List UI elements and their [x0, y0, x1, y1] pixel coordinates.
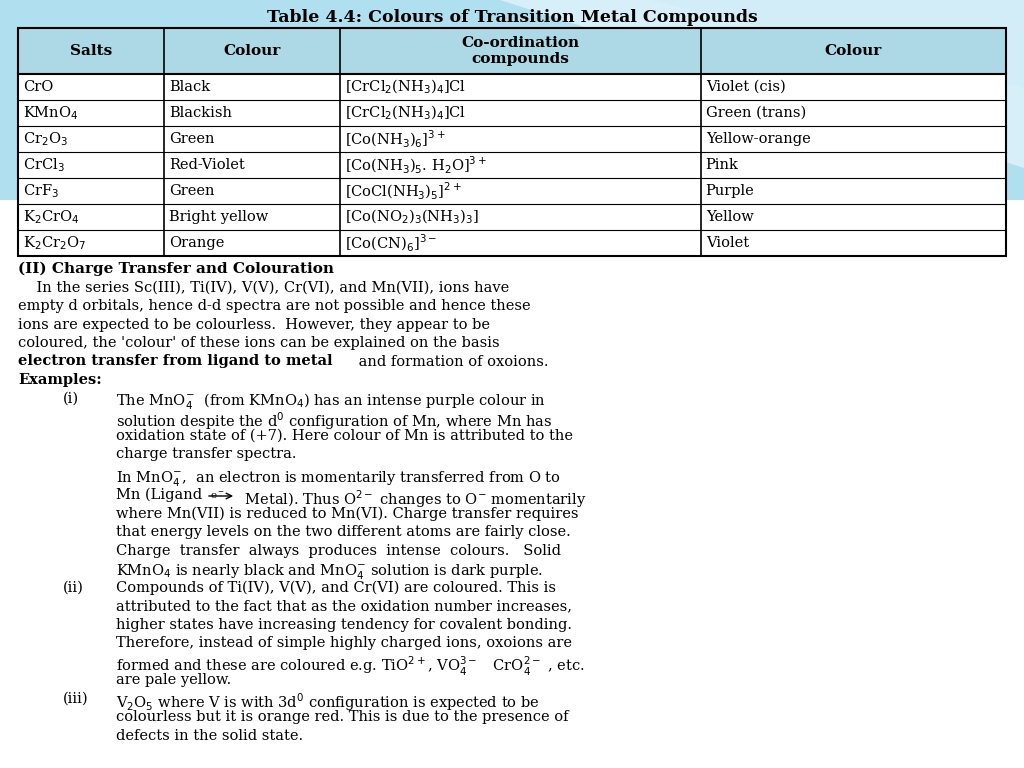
Text: V$_2$O$_5$ where V is with 3d$^0$ configuration is expected to be: V$_2$O$_5$ where V is with 3d$^0$ config…: [116, 691, 540, 713]
Text: Mn (Ligand: Mn (Ligand: [116, 488, 202, 502]
Text: Bright yellow: Bright yellow: [169, 210, 268, 224]
Text: Colour: Colour: [824, 44, 882, 58]
Text: Colour: Colour: [223, 44, 281, 58]
Text: are pale yellow.: are pale yellow.: [116, 673, 231, 687]
Bar: [0, 200, 1024, 768]
Polygon shape: [350, 0, 1024, 88]
Text: CrO: CrO: [23, 80, 53, 94]
Text: (ii): (ii): [63, 581, 84, 594]
Text: [CrCl$_2$(NH$_3$)$_4$]Cl: [CrCl$_2$(NH$_3$)$_4$]Cl: [345, 78, 466, 96]
Text: coloured, the 'colour' of these ions can be explained on the basis: coloured, the 'colour' of these ions can…: [18, 336, 500, 350]
Bar: [18, 204, 1006, 230]
Bar: [18, 178, 1006, 204]
Bar: [18, 230, 1006, 256]
Text: Metal). Thus O$^{2-}$ changes to O$^{-}$ momentarily: Metal). Thus O$^{2-}$ changes to O$^{-}$…: [240, 488, 587, 510]
Text: where Mn(VII) is reduced to Mn(VI). Charge transfer requires: where Mn(VII) is reduced to Mn(VI). Char…: [116, 507, 579, 521]
Text: (i): (i): [63, 392, 79, 406]
Text: electron transfer from ligand to metal: electron transfer from ligand to metal: [18, 355, 333, 369]
Text: Compounds of Ti(IV), V(V), and Cr(VI) are coloured. This is: Compounds of Ti(IV), V(V), and Cr(VI) ar…: [116, 581, 556, 595]
Text: Table 4.4: Colours of Transition Metal Compounds: Table 4.4: Colours of Transition Metal C…: [266, 9, 758, 26]
Text: (iii): (iii): [63, 691, 89, 706]
Text: Pink: Pink: [706, 158, 738, 172]
Text: [Co(NH$_3$)$_5$. H$_2$O]$^{3+}$: [Co(NH$_3$)$_5$. H$_2$O]$^{3+}$: [345, 154, 487, 176]
Text: CrF$_3$: CrF$_3$: [23, 182, 59, 200]
Text: Purple: Purple: [706, 184, 755, 198]
Text: Blackish: Blackish: [169, 106, 232, 120]
Text: KMnO$_4$ is nearly black and MnO$_4^{-}$ solution is dark purple.: KMnO$_4$ is nearly black and MnO$_4^{-}$…: [116, 562, 543, 581]
Text: ions are expected to be colourless.  However, they appear to be: ions are expected to be colourless. Howe…: [18, 317, 490, 332]
Text: K$_2$Cr$_2$O$_7$: K$_2$Cr$_2$O$_7$: [23, 234, 86, 252]
Text: KMnO$_4$: KMnO$_4$: [23, 104, 79, 122]
Text: Green (trans): Green (trans): [706, 106, 806, 120]
Text: e$^-$: e$^-$: [210, 490, 225, 501]
Bar: [0, 0, 1024, 230]
Text: Cr$_2$O$_3$: Cr$_2$O$_3$: [23, 130, 68, 148]
Text: CrCl$_3$: CrCl$_3$: [23, 156, 65, 174]
Text: attributed to the fact that as the oxidation number increases,: attributed to the fact that as the oxida…: [116, 599, 572, 613]
Text: Co-ordination
compounds: Co-ordination compounds: [462, 36, 580, 66]
Text: Green: Green: [169, 132, 215, 146]
Bar: [18, 28, 1006, 256]
Polygon shape: [200, 0, 1024, 168]
Text: Black: Black: [169, 80, 210, 94]
Text: defects in the solid state.: defects in the solid state.: [116, 729, 303, 743]
Text: and formation of oxoions.: and formation of oxoions.: [354, 355, 549, 369]
Bar: [18, 126, 1006, 152]
Text: higher states have increasing tendency for covalent bonding.: higher states have increasing tendency f…: [116, 617, 572, 631]
Text: oxidation state of (+7). Here colour of Mn is attributed to the: oxidation state of (+7). Here colour of …: [116, 429, 573, 442]
Text: K$_2$CrO$_4$: K$_2$CrO$_4$: [23, 208, 79, 226]
Text: Yellow-orange: Yellow-orange: [706, 132, 810, 146]
Text: colourless but it is orange red. This is due to the presence of: colourless but it is orange red. This is…: [116, 710, 568, 724]
Text: charge transfer spectra.: charge transfer spectra.: [116, 447, 297, 461]
Text: In MnO$_4^{-}$,  an electron is momentarily transferred from O to: In MnO$_4^{-}$, an electron is momentari…: [116, 469, 561, 489]
Text: (II) Charge Transfer and Colouration: (II) Charge Transfer and Colouration: [18, 262, 334, 276]
Text: The MnO$_4^{-}$  (from KMnO$_4$) has an intense purple colour in: The MnO$_4^{-}$ (from KMnO$_4$) has an i…: [116, 392, 546, 412]
Text: Examples:: Examples:: [18, 373, 101, 387]
Text: In the series Sc(III), Ti(IV), V(V), Cr(VI), and Mn(VII), ions have: In the series Sc(III), Ti(IV), V(V), Cr(…: [18, 280, 509, 294]
Text: Violet (cis): Violet (cis): [706, 80, 785, 94]
Text: Salts: Salts: [70, 44, 113, 58]
Text: Charge  transfer  always  produces  intense  colours.   Solid: Charge transfer always produces intense …: [116, 544, 561, 558]
Text: that energy levels on the two different atoms are fairly close.: that energy levels on the two different …: [116, 525, 570, 539]
Text: [Co(NH$_3$)$_6$]$^{3+}$: [Co(NH$_3$)$_6$]$^{3+}$: [345, 128, 445, 150]
Bar: [18, 152, 1006, 178]
Text: [Co(NO$_2$)$_3$(NH$_3$)$_3$]: [Co(NO$_2$)$_3$(NH$_3$)$_3$]: [345, 208, 479, 227]
Text: [Co(CN)$_6$]$^{3-}$: [Co(CN)$_6$]$^{3-}$: [345, 233, 437, 253]
Text: Therefore, instead of simple highly charged ions, oxoions are: Therefore, instead of simple highly char…: [116, 636, 572, 650]
Bar: [18, 74, 1006, 100]
Text: formed and these are coloured e.g. TiO$^{2+}$, VO$_4^{3-}$   CrO$_4^{2-}$ , etc.: formed and these are coloured e.g. TiO$^…: [116, 654, 585, 677]
Text: Yellow: Yellow: [706, 210, 754, 224]
Text: [CrCl$_2$(NH$_3$)$_4$]Cl: [CrCl$_2$(NH$_3$)$_4$]Cl: [345, 104, 466, 122]
Bar: [18, 28, 1006, 74]
Text: Red-Violet: Red-Violet: [169, 158, 245, 172]
Text: Green: Green: [169, 184, 215, 198]
Bar: [18, 100, 1006, 126]
Text: solution despite the d$^0$ configuration of Mn, where Mn has: solution despite the d$^0$ configuration…: [116, 410, 552, 432]
Text: [CoCl(NH$_3$)$_5$]$^{2+}$: [CoCl(NH$_3$)$_5$]$^{2+}$: [345, 180, 462, 201]
Text: Orange: Orange: [169, 236, 224, 250]
Text: Violet: Violet: [706, 236, 749, 250]
Text: empty d orbitals, hence d‑d spectra are not possible and hence these: empty d orbitals, hence d‑d spectra are …: [18, 299, 530, 313]
